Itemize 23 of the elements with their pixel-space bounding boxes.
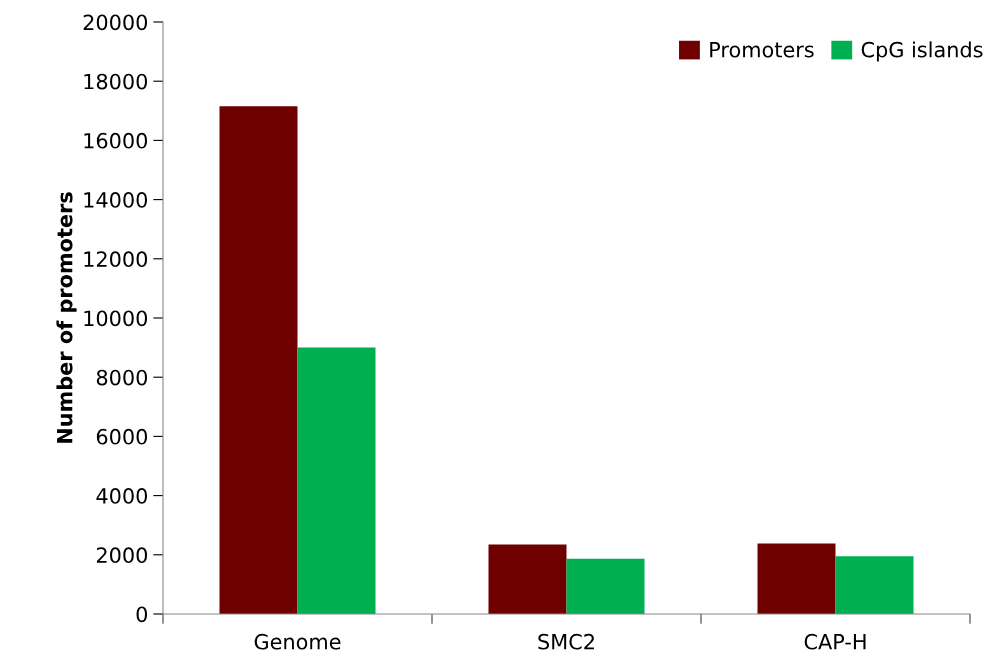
bar [297,347,376,614]
y-tick-label: 18000 [84,73,148,90]
y-tick-label: 2000 [96,547,148,564]
y-tick-label: 0 [136,606,148,623]
legend-label: Promoters [710,42,814,58]
x-tick-label: Genome [254,633,341,650]
x-tick-label: SMC2 [538,633,594,650]
bar [219,106,298,614]
y-tick-label: 16000 [84,132,148,149]
y-tick-label: 4000 [96,488,148,504]
x-tick-label: CAP-H [804,633,866,650]
y-tick-label: 6000 [96,428,148,445]
y-tick-label: 10000 [84,310,148,327]
y-tick-label: 20000 [83,14,148,31]
bar [566,558,645,614]
bar [757,543,836,614]
bar [488,544,567,614]
y-axis-title: Number of promoters [56,192,77,443]
y-tick-label: 8000 [96,369,148,386]
y-tick-label: 14000 [84,192,148,208]
bar [835,556,914,614]
legend-label: CpG islands [861,41,983,62]
y-tick-label: 12000 [84,251,148,268]
